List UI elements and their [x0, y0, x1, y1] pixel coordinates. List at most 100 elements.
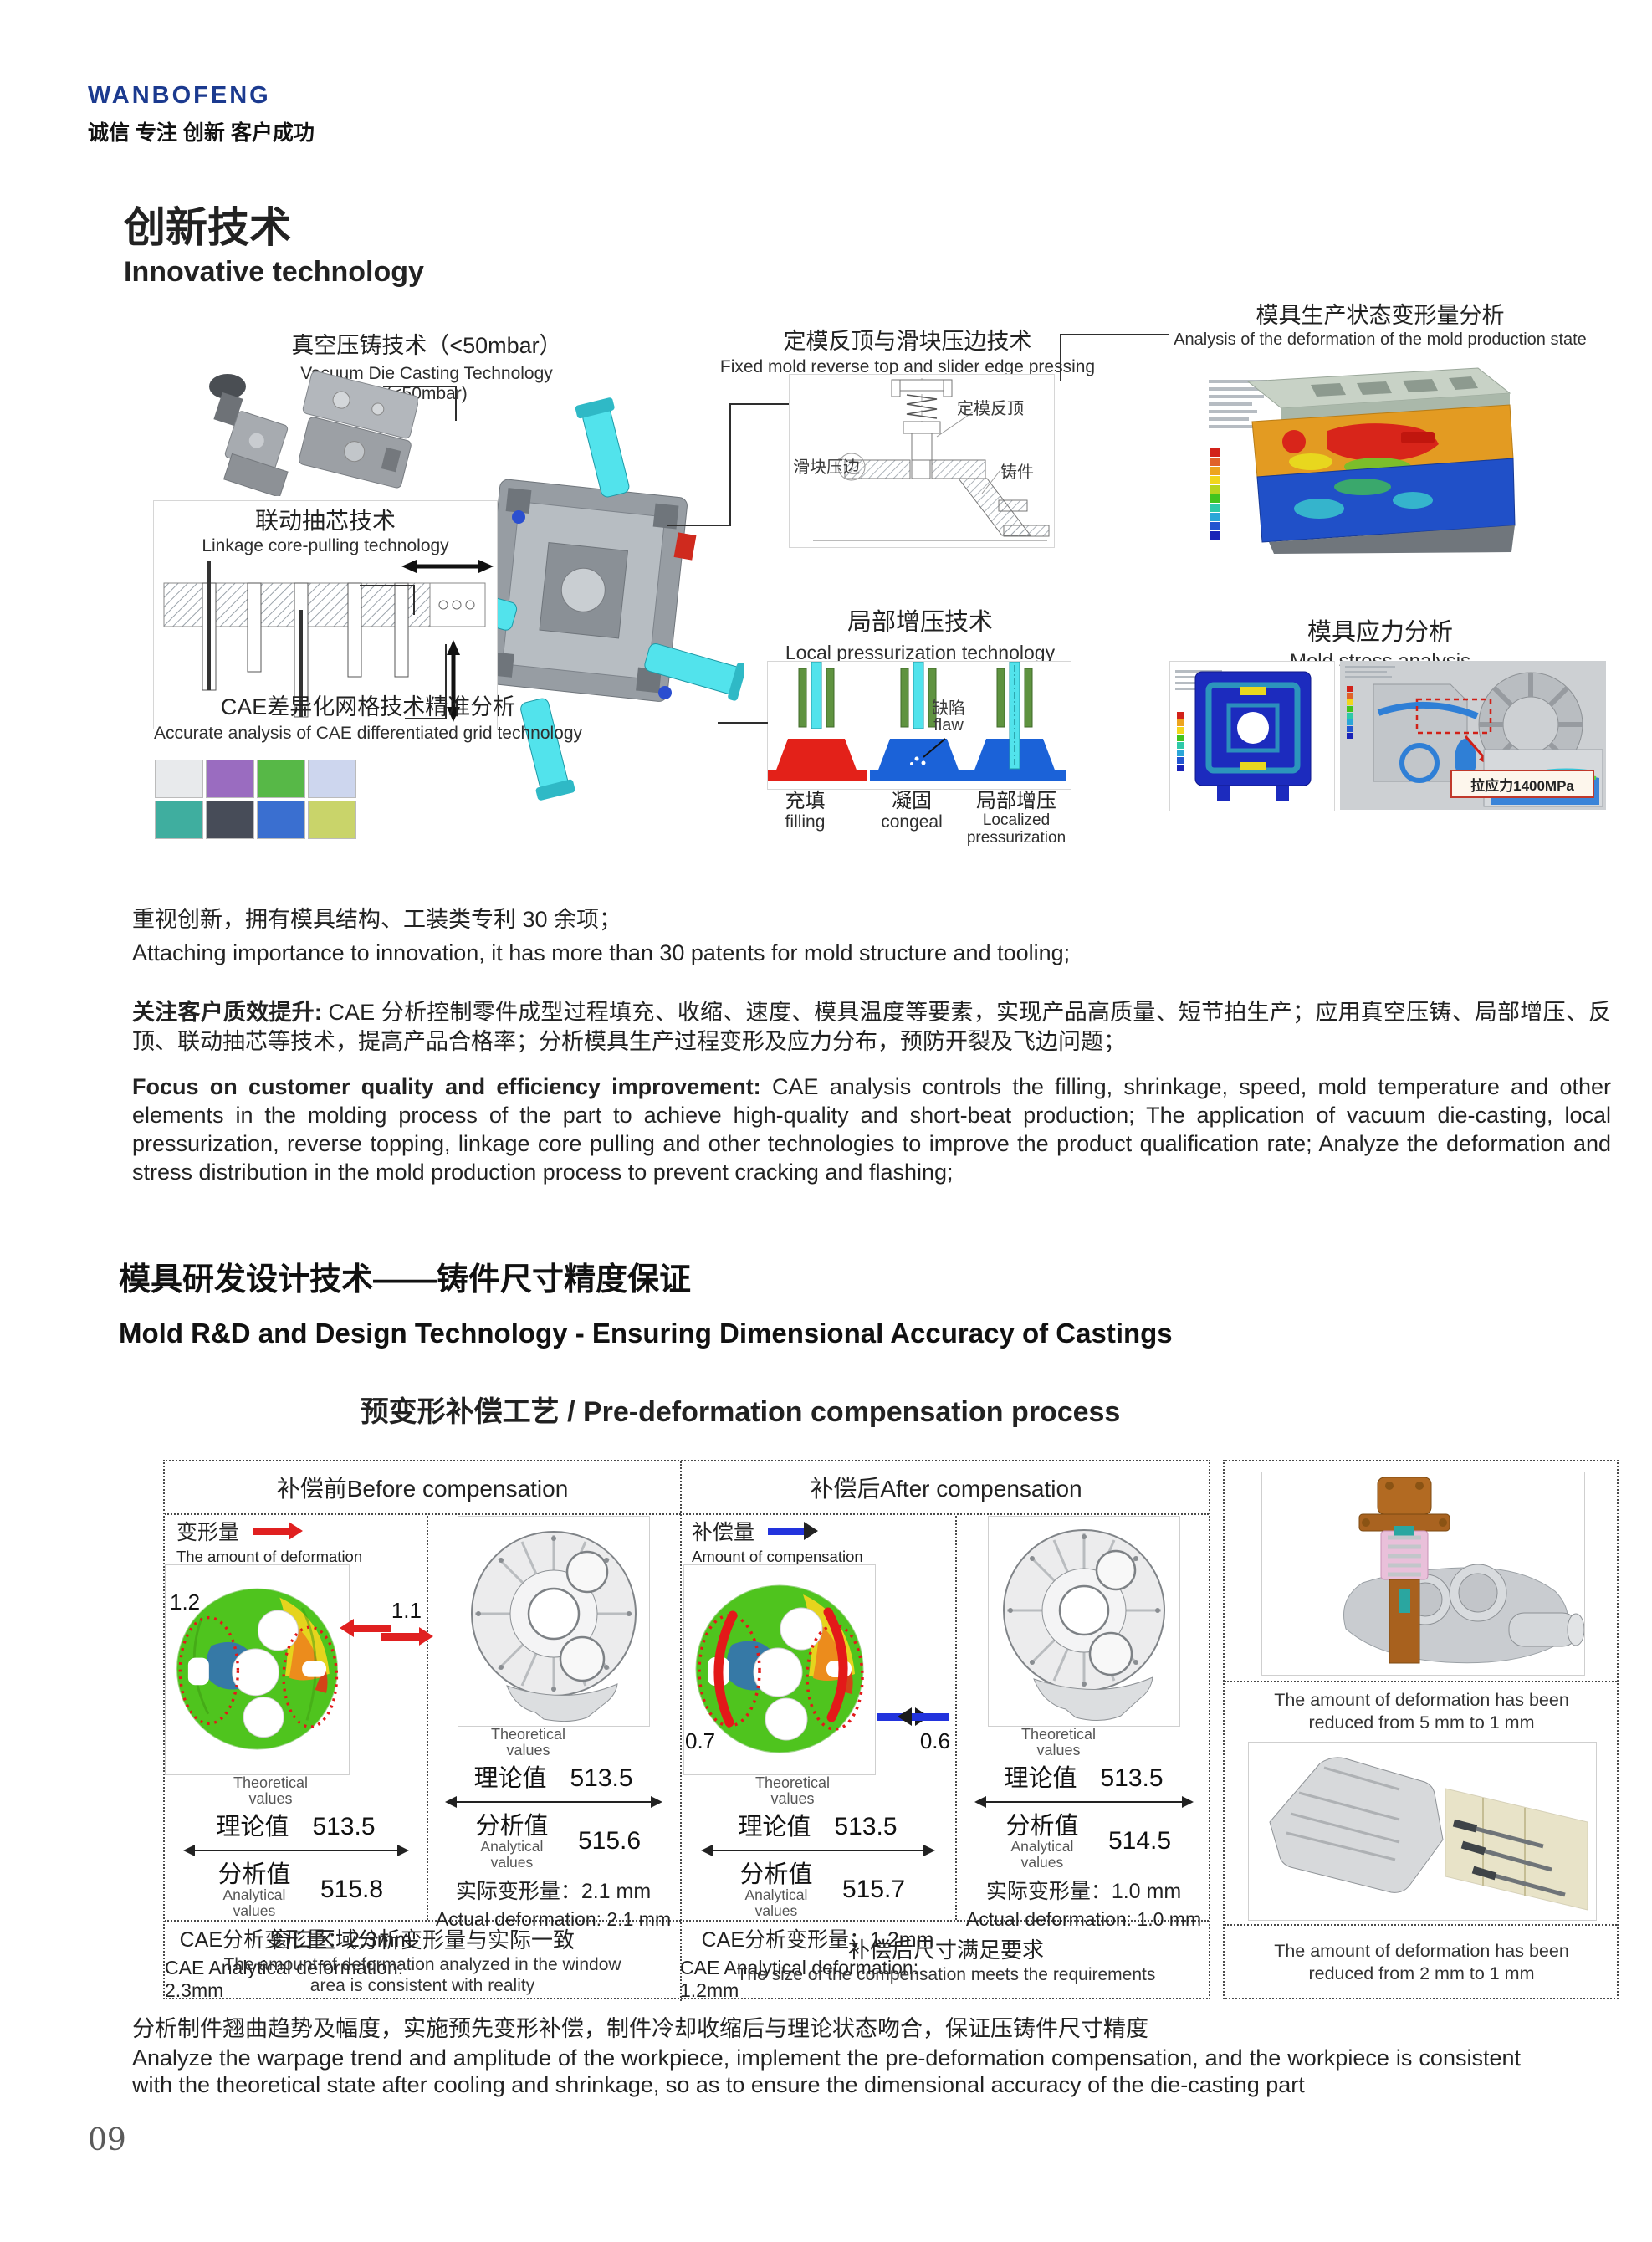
vacuum-label-cn: 真空压铸技术（<50mbar） — [291, 333, 562, 358]
gray-image-after — [955, 1516, 1212, 1727]
deformation-line-en: CAE Analytical deformation: 1.2mm — [680, 1956, 919, 2001]
flaw-callout: 缺陷 flaw — [932, 700, 965, 734]
paragraph-innovation-cn: 重视创新，拥有模具结构、工装类专利 30 余项； — [132, 907, 622, 932]
local-step-pressurization: 局部增压 Localized pressurization — [941, 790, 1092, 847]
values-block: Theoretical values 理论值 513.5 分析值 Analytica… — [427, 1727, 680, 1931]
vacuum-label: 真空压铸技术（<50mbar） Vacuum Die Casting Techn… — [259, 333, 594, 404]
bottom-paragraph-en: Analyze the warpage trend and amplitude … — [132, 2045, 1521, 2098]
stress-label-cn: 模具应力分析 — [1307, 619, 1453, 646]
connector-line — [1060, 334, 1169, 335]
local-figure-box: 缺陷 flaw — [767, 661, 1071, 790]
mold-deformation-fea-illustration — [1209, 367, 1516, 554]
theoretical-cn: 理论值 — [216, 1813, 289, 1840]
connector-line — [360, 585, 415, 586]
deform-figure — [1202, 350, 1532, 555]
fixedmold-callout-top: 定模反顶 — [957, 400, 1024, 418]
analytical-cn: 分析值 — [217, 1861, 291, 1888]
connector-line — [413, 585, 415, 615]
section1-title: 创新技术 Innovative technology — [124, 194, 424, 289]
analytical-value: 514.5 — [1107, 1827, 1172, 1856]
header-before-compensation: 补偿前Before compensation — [276, 1476, 569, 1502]
compensation-table: 补偿前Before compensation 补偿后After compensa… — [163, 1460, 1212, 2001]
analytical-cn: 分析值 — [1005, 1812, 1079, 1840]
column-before-cae: 变形量 The amount of deformation — [165, 1516, 434, 2001]
dimension-arrow-icon — [444, 1795, 662, 1808]
deformation-amount-label: 变形量 The amount of deformation — [165, 1516, 427, 1565]
side-image-1 — [1261, 1472, 1585, 1676]
blue-arrow-left-icon — [897, 1707, 949, 1726]
side-ca ption-1: The amount of deformation has been reduc… — [1274, 1690, 1569, 1733]
section2-title: 模具研发设计技术——铸件尺寸精度保证 Mold R&D and Design T… — [119, 1253, 1173, 1349]
paragraph-innovation-en: Attaching importance to innovation, it h… — [132, 940, 1071, 965]
paragraph-quality-cn: 关注客户质效提升: CAE 分析控制零件成型过程填充、收缩、速度、模具温度等要素… — [132, 998, 1611, 1056]
stress-value-badge: 拉应力1400MPa — [1450, 770, 1594, 798]
cae-thumb — [206, 760, 254, 798]
table-line — [955, 1516, 957, 1920]
step-congeal-en: congeal — [881, 812, 943, 832]
stress-figure-left — [1169, 661, 1335, 811]
values-block: Theoretical values 理论值 513.5 分析值 Analytica… — [955, 1727, 1212, 1931]
deformation-amount-en: The amount of deformation — [176, 1548, 363, 1565]
blue-arrow-icon — [768, 1521, 819, 1540]
local-label-en: Local pressurization technology — [785, 642, 1056, 664]
analytical-values-small: Analytical values — [480, 1838, 544, 1871]
connector-line — [383, 386, 457, 387]
step-congeal-cn: 凝固 — [892, 790, 932, 812]
fea-image-before: 1.2 1.1 — [165, 1564, 434, 1775]
vacuum-label-en: Vacuum Die Casting Technology — [300, 364, 553, 384]
deformation-line-cn: 实际变形量：1.0 mm — [985, 1879, 1182, 1903]
value-1-1: 1.1 — [391, 1598, 422, 1623]
dimension-arrow-icon — [700, 1844, 935, 1856]
company-logo: WANBOFENG — [88, 82, 271, 109]
theoretical-value: 513.5 — [1100, 1763, 1164, 1792]
stress-figure-right: 拉应力1400MPa — [1340, 661, 1606, 810]
footer-before-cn: 窗口区域分析变形量与实际一致 — [269, 1927, 575, 1953]
linkage-label-en: Linkage core-pulling technology — [202, 536, 449, 556]
analytical-cn: 分析值 — [739, 1861, 813, 1888]
connector-line — [455, 386, 457, 421]
gray-image-before — [427, 1516, 680, 1727]
analytical-values-small: Analytical values — [222, 1886, 286, 1919]
paragraph-quality-en: Focus on customer quality and efficiency… — [132, 1072, 1611, 1186]
theoretical-value: 513.5 — [570, 1763, 633, 1792]
step-filling-en: filling — [785, 812, 826, 832]
fixedmold-diagram — [813, 378, 1050, 541]
theoretical-cn: 理论值 — [1004, 1764, 1077, 1792]
analytical-value: 515.8 — [320, 1876, 384, 1904]
red-arrow-right-icon — [381, 1627, 434, 1646]
table-line — [427, 1516, 428, 1920]
footer-after: 补偿后尺寸满足要求 The size of the compensation m… — [680, 1920, 1212, 1999]
oilpan-core-pulling-illustration — [1269, 1757, 1588, 1911]
value-0-7: 0.7 — [685, 1728, 716, 1753]
value-0-6: 0.6 — [919, 1728, 950, 1753]
value-1-2: 1.2 — [170, 1589, 201, 1615]
cae-label: CAE差异化网格技术精准分析 Accurate analysis of CAE … — [117, 694, 619, 744]
cae-thumbnails — [155, 760, 362, 839]
step-filling-cn: 充填 — [785, 790, 826, 812]
local-step-filling: 充填 filling — [765, 790, 845, 832]
local-label: 局部增压技术 Local pressurization technology — [744, 609, 1096, 664]
compensation-amount-en: Amount of compensation — [692, 1548, 863, 1565]
linkage-label-cn: 联动抽芯技术 — [254, 508, 396, 534]
dimension-arrow-icon — [974, 1795, 1194, 1808]
cae-label-en: Accurate analysis of CAE differentiated … — [153, 724, 583, 744]
connector-line — [445, 644, 447, 719]
paragraph-quality-en-lead: Focus on customer quality and efficiency… — [132, 1074, 761, 1099]
side-divider — [1225, 1681, 1617, 1682]
center-mold-figure — [418, 392, 744, 806]
connector-line — [405, 718, 447, 719]
deformation-line-en: Actual deformation: 2.1 mm — [435, 1907, 672, 1930]
cae-thumb — [257, 801, 305, 839]
linkage-core-pulling-illustration — [163, 560, 494, 723]
table-line — [680, 1461, 682, 2001]
connector-line — [667, 525, 731, 526]
cae-label-cn: CAE差异化网格技术精准分析 — [220, 694, 516, 719]
theoretical-cn: 理论值 — [473, 1764, 547, 1792]
values-block: Theoretical values 理论值 513.5 分析值 Analytica… — [165, 1775, 427, 2002]
fixedmold-label-cn: 定模反顶与滑块压边技术 — [783, 329, 1032, 354]
theoretical-cn: 理论值 — [738, 1813, 811, 1840]
vacuum-figure — [192, 358, 418, 496]
step-pressurization-en: Localized pressurization — [966, 811, 1066, 847]
step-pressurization-cn: 局部增压 — [976, 790, 1056, 812]
